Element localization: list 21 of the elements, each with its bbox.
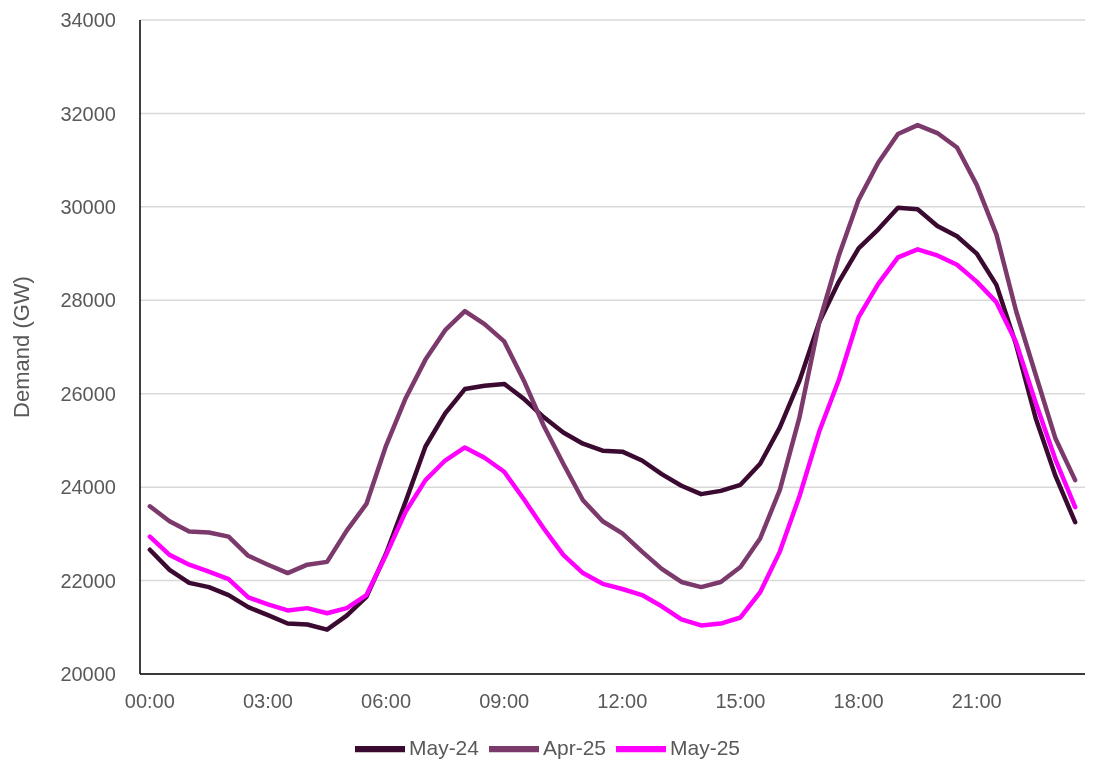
y-tick-label: 24000 — [60, 476, 116, 499]
legend-label: Apr-25 — [542, 735, 607, 759]
y-tick-label: 22000 — [60, 569, 116, 592]
y-axis-title: Demand (GW) — [8, 276, 34, 418]
y-tick-label: 26000 — [60, 382, 116, 405]
x-tick-label: 21:00 — [951, 690, 1002, 713]
legend-label: May-25 — [670, 735, 741, 759]
x-tick-label: 18:00 — [833, 690, 884, 713]
x-tick-label: 15:00 — [715, 690, 766, 713]
y-tick-label: 34000 — [60, 9, 116, 32]
y-tick-label: 28000 — [60, 289, 116, 312]
legend-label: May-24 — [408, 735, 479, 759]
x-tick-label: 12:00 — [597, 690, 648, 713]
line-series — [147, 122, 1078, 590]
x-tick-label: 03:00 — [242, 690, 293, 713]
x-tick-label: 06:00 — [361, 690, 412, 713]
x-tick-label: 09:00 — [479, 690, 530, 713]
y-tick-label: 20000 — [60, 663, 116, 686]
y-tick-label: 30000 — [60, 195, 116, 218]
x-tick-label: 00:00 — [124, 690, 175, 713]
y-tick-label: 32000 — [60, 102, 116, 125]
